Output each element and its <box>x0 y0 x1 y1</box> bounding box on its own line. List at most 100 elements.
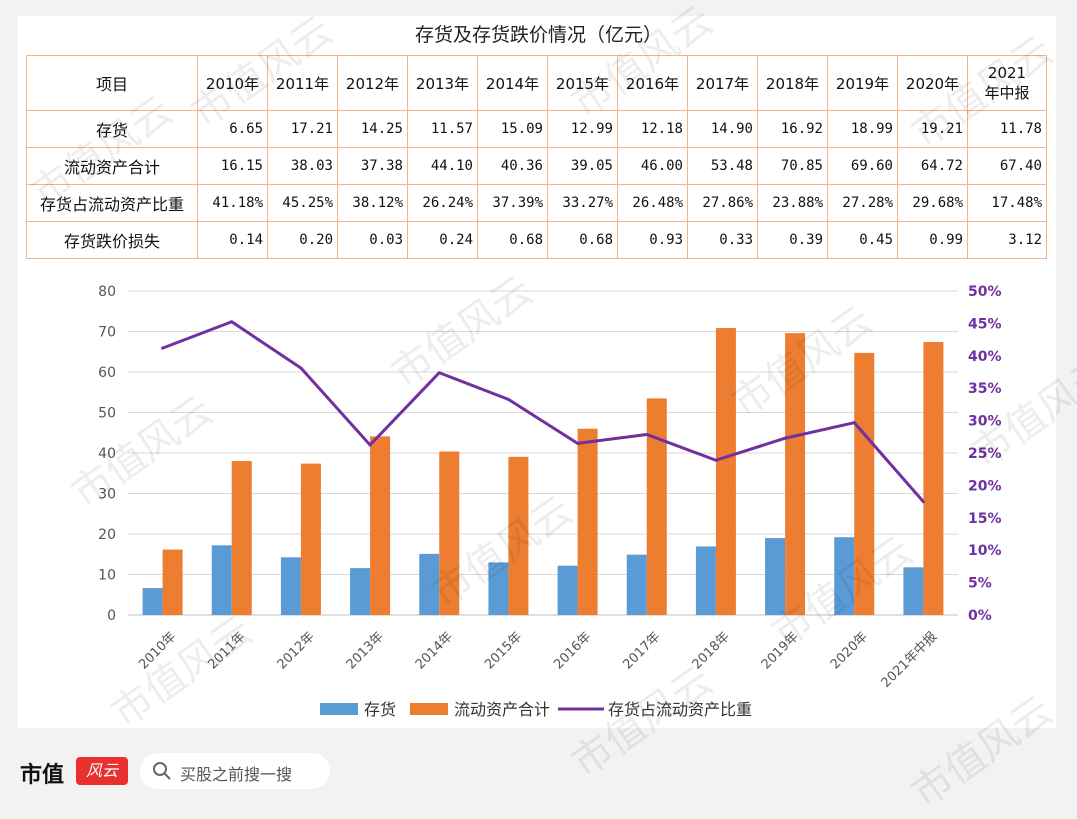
bar-current-assets <box>162 549 183 615</box>
table-cell: 0.14 <box>197 221 268 259</box>
y-left-tick-label: 0 <box>107 608 116 624</box>
line-point <box>576 441 580 445</box>
x-tick-label: 2019年 <box>759 629 802 672</box>
y-right-tick-label: 50% <box>968 284 1002 300</box>
bar-current-assets <box>715 328 736 615</box>
table-cell: 0.68 <box>477 221 548 259</box>
table-cell: 23.88% <box>757 184 828 222</box>
bar-current-assets <box>854 352 875 615</box>
table-cell: 0.39 <box>757 221 828 259</box>
year-header: 2013年 <box>407 55 478 111</box>
x-tick-label: 2012年 <box>275 629 318 672</box>
x-tick-label: 2010年 <box>136 629 179 672</box>
x-tick-label: 2016年 <box>551 629 594 672</box>
year-header: 2018年 <box>757 55 828 111</box>
y-right-tick-label: 10% <box>968 543 1002 559</box>
table-cell: 6.65 <box>197 110 268 148</box>
table-cell: 0.20 <box>267 221 338 259</box>
bar-inventory <box>765 538 786 615</box>
table-header-row: 项目 2010年 2011年 2012年 2013年 2014年 2015年 2… <box>26 55 1047 111</box>
table-cell: 18.99 <box>827 110 898 148</box>
search-icon <box>153 762 171 780</box>
year-header-text: 2021年中报 <box>984 64 1030 102</box>
bar-inventory <box>903 567 924 615</box>
table-cell: 37.39% <box>477 184 548 222</box>
year-header: 2015年 <box>547 55 618 111</box>
bar-inventory <box>626 554 647 615</box>
bar-inventory <box>211 545 232 615</box>
bar-current-assets <box>577 428 598 615</box>
table-cell: 64.72 <box>897 147 968 185</box>
year-header: 2012年 <box>337 55 408 111</box>
row-label: 存货占流动资产比重 <box>26 184 198 222</box>
table-cell: 67.40 <box>967 147 1047 185</box>
x-tick-label: 2014年 <box>413 629 456 672</box>
table-cell: 27.28% <box>827 184 898 222</box>
table-cell: 19.21 <box>897 110 968 148</box>
table-cell: 38.12% <box>337 184 408 222</box>
table-title: 存货及存货跌价情况（亿元） <box>414 24 662 46</box>
search-box[interactable]: 买股之前搜一搜 <box>140 753 330 789</box>
footer-bar: 市值 风云 买股之前搜一搜 <box>0 745 1077 805</box>
y-left-tick-label: 50 <box>98 406 116 422</box>
x-tick-label: 2011年 <box>205 629 248 672</box>
line-point <box>783 436 787 440</box>
line-point <box>161 346 165 350</box>
x-tick-label: 2017年 <box>620 629 663 672</box>
bar-inventory <box>488 562 509 615</box>
table-cell: 29.68% <box>897 184 968 222</box>
y-right-tick-label: 25% <box>968 446 1002 462</box>
y-right-tick-label: 35% <box>968 381 1002 397</box>
y-right-tick-label: 15% <box>968 511 1002 527</box>
y-right-tick-label: 5% <box>968 576 992 592</box>
legend-label: 存货 <box>364 700 396 719</box>
bar-current-assets <box>923 342 944 615</box>
table-cell: 39.05 <box>547 147 618 185</box>
line-point <box>299 366 303 370</box>
bar-current-assets <box>785 333 806 615</box>
table-cell: 33.27% <box>547 184 618 222</box>
table-cell: 37.38 <box>337 147 408 185</box>
line-point <box>714 458 718 462</box>
bar-current-assets <box>439 451 460 615</box>
line-ratio <box>162 320 925 503</box>
year-header: 2019年 <box>827 55 898 111</box>
bar-current-assets <box>370 436 391 615</box>
y-left-tick-label: 60 <box>98 365 116 381</box>
data-table: 项目 2010年 2011年 2012年 2013年 2014年 2015年 2… <box>26 55 1047 259</box>
table-cell: 40.36 <box>477 147 548 185</box>
x-tick-label: 2020年 <box>828 629 871 672</box>
table-cell: 17.21 <box>267 110 338 148</box>
bar-current-assets <box>646 398 667 615</box>
y-left-tick-label: 40 <box>98 446 116 462</box>
bar-inventory <box>280 557 301 615</box>
y-right-tick-label: 20% <box>968 478 1002 494</box>
bar-inventory <box>834 537 855 615</box>
table-cell: 0.93 <box>617 221 688 259</box>
table-cell: 38.03 <box>267 147 338 185</box>
table-cell: 27.86% <box>687 184 758 222</box>
x-tick-label: 2013年 <box>344 629 387 672</box>
legend-swatch <box>320 703 358 715</box>
brand-logo-badge: 风云 <box>76 757 128 785</box>
x-tick-label: 2018年 <box>690 629 733 672</box>
y-left-tick-label: 10 <box>98 568 116 584</box>
legend-label: 流动资产合计 <box>454 700 550 719</box>
y-right-tick-label: 30% <box>968 414 1002 430</box>
bar-inventory <box>142 588 163 615</box>
x-tick-label: 2021年中报 <box>879 629 941 691</box>
y-right-tick-label: 0% <box>968 608 992 624</box>
bar-inventory <box>419 553 440 615</box>
year-header-last: 2021年中报 <box>967 55 1047 111</box>
search-placeholder: 买股之前搜一搜 <box>180 765 293 784</box>
line-point <box>852 421 856 425</box>
line-point <box>368 443 372 447</box>
line-point <box>645 432 649 436</box>
bar-inventory <box>557 565 578 615</box>
table-cell: 26.48% <box>617 184 688 222</box>
table-cell: 11.57 <box>407 110 478 148</box>
legend-label: 存货占流动资产比重 <box>608 700 752 719</box>
table-cell: 26.24% <box>407 184 478 222</box>
line-point <box>437 371 441 375</box>
x-tick-label: 2015年 <box>482 629 525 672</box>
